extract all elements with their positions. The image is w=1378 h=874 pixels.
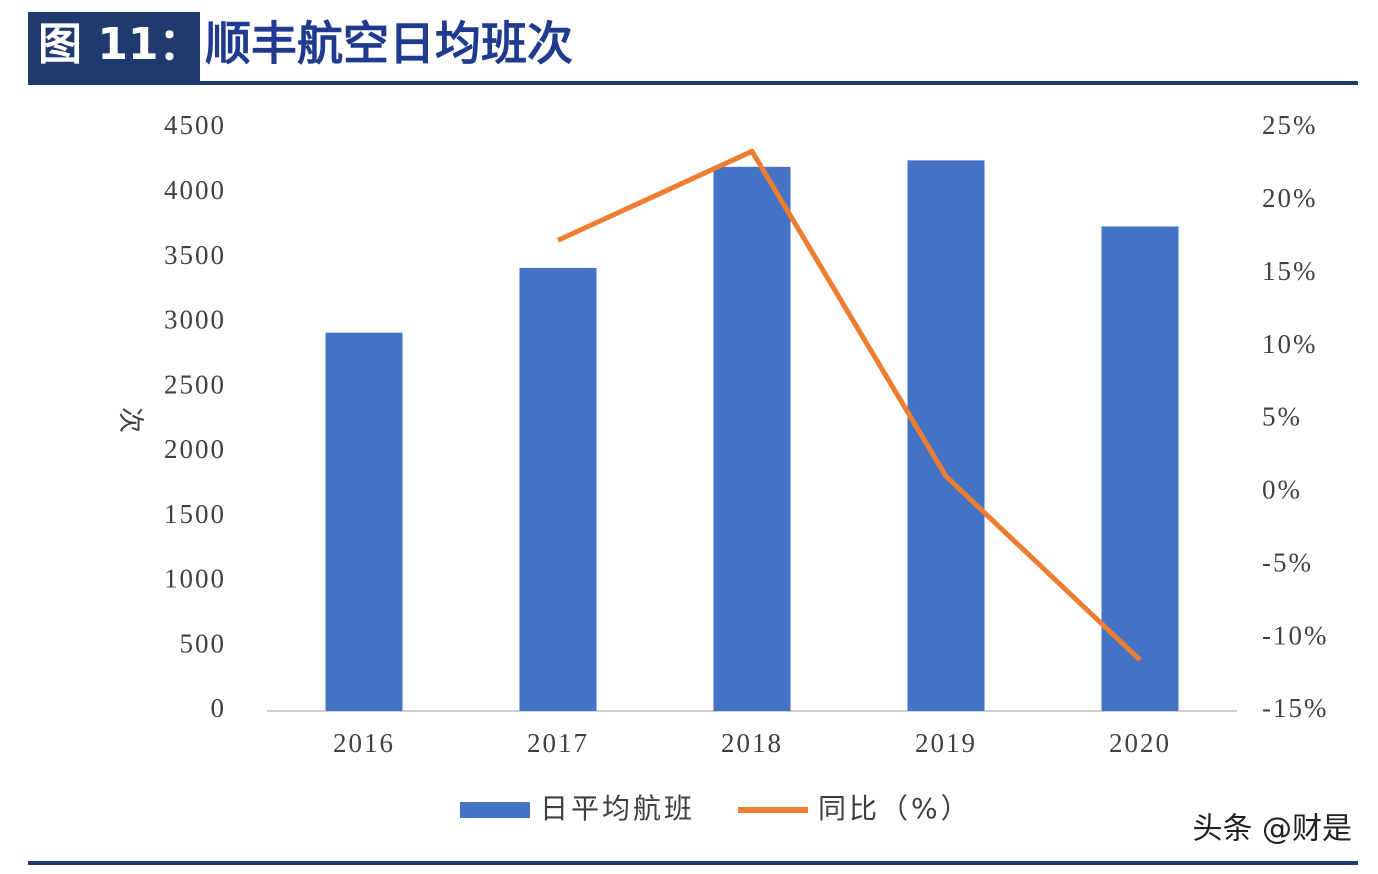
y-tick-label: 1000 [164,564,226,594]
y-tick-label: 4500 [164,110,226,140]
watermark: 头条 @财是 [1192,812,1352,847]
y2-tick-label: 15% [1262,256,1318,286]
y2-tick-label: 10% [1262,329,1318,359]
chart-title: 顺丰航空日均班次 [205,17,573,71]
y-tick-label: 3500 [164,240,226,270]
bar [519,267,597,711]
figure-label-box [28,12,200,82]
legend-swatch [460,802,530,818]
bar [713,166,791,711]
y-tick-label: 500 [180,628,227,658]
x-tick-label: 2017 [527,728,589,758]
y-tick-label: 1500 [164,499,226,529]
y2-tick-label: 0% [1262,475,1302,505]
y2-tick-label: 5% [1262,402,1302,432]
y-tick-label: 0 [211,693,227,723]
y-tick-label: 3000 [164,305,226,335]
x-tick-label: 2020 [1109,728,1171,758]
legend-label: 同比（%） [818,792,972,825]
bar [325,332,403,711]
y2-tick-label: 20% [1262,183,1318,213]
y2-tick-label: 25% [1262,110,1318,140]
x-tick-label: 2016 [333,728,395,758]
legend-label: 日平均航班 [540,792,695,825]
y-tick-label: 2500 [164,369,226,399]
y2-tick-label: -15% [1262,693,1328,723]
x-tick-label: 2019 [915,728,977,758]
x-tick-label: 2018 [721,728,783,758]
y-axis-title: 次 [116,407,145,433]
bar [1101,226,1179,711]
y-tick-label: 4000 [164,175,226,205]
y2-tick-label: -10% [1262,620,1328,650]
figure-label: 图 11： [38,19,203,70]
y2-tick-label: -5% [1262,547,1313,577]
line [556,148,1142,662]
y-tick-label: 2000 [164,434,226,464]
